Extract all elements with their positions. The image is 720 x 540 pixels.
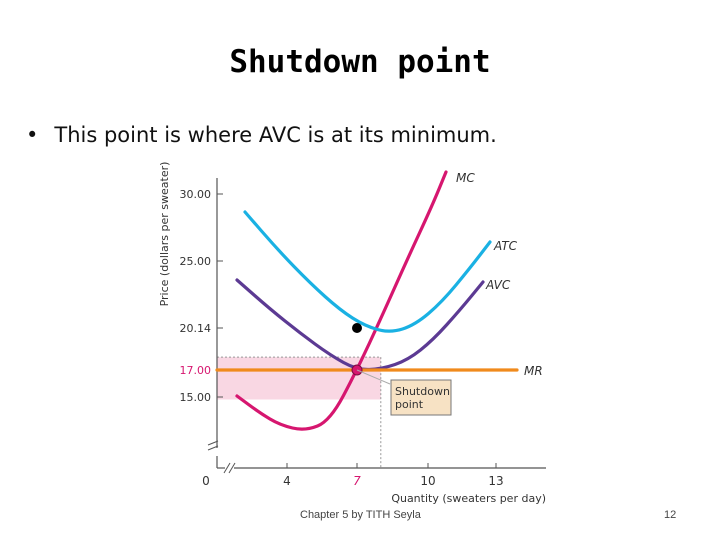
x-axis-break-mark xyxy=(223,462,231,474)
slide-footer: Chapter 5 by TITH Seyla xyxy=(300,509,421,521)
bullet-text: This point is where AVC is at its minimu… xyxy=(54,123,497,147)
x-tick-label: 4 xyxy=(283,474,291,488)
y-tick-label: 15.00 xyxy=(180,391,212,404)
annotation-text: point xyxy=(395,398,424,411)
slide-title: Shutdown point xyxy=(229,44,491,80)
x-tick-label: 10 xyxy=(420,474,435,488)
bullet-point: • This point is where AVC is at its minim… xyxy=(26,123,497,147)
shutdown-chart: 30.00 25.00 20.14 17.00 15.00 0 4 7 10 13 Quantity… xyxy=(158,162,546,505)
bullet-mark: • xyxy=(26,123,39,147)
series-label-mr: MR xyxy=(524,364,543,378)
series-line-atc xyxy=(243,210,492,333)
x-tick-label: 7 xyxy=(353,474,361,488)
page-number: 12 xyxy=(664,509,677,521)
y-axis-title: Price (dollars per sweater) xyxy=(158,162,171,307)
annotation-leader xyxy=(356,369,391,385)
y-axis-break-mark xyxy=(207,445,219,451)
x-tick-label: 13 xyxy=(488,474,503,488)
y-tick-label: 20.14 xyxy=(180,322,212,335)
series-label-avc: AVC xyxy=(485,278,511,292)
series-label-mc: MC xyxy=(456,171,475,185)
series-label-atc: ATC xyxy=(493,239,518,253)
atc-min-marker xyxy=(352,323,362,333)
y-tick-label: 25.00 xyxy=(180,255,212,268)
series-line-mc xyxy=(235,170,448,431)
y-tick-label: 17.00 xyxy=(180,364,212,377)
x-axis-break-mark xyxy=(228,462,236,474)
x-tick-label: 0 xyxy=(202,474,210,488)
annotation-text: Shutdown xyxy=(395,385,450,398)
annotation-box xyxy=(390,379,452,416)
loss-region xyxy=(217,357,381,400)
x-axis-title: Quantity (sweaters per day) xyxy=(391,492,546,505)
y-axis-break-mark xyxy=(207,440,219,446)
y-tick-label: 30.00 xyxy=(180,188,212,201)
